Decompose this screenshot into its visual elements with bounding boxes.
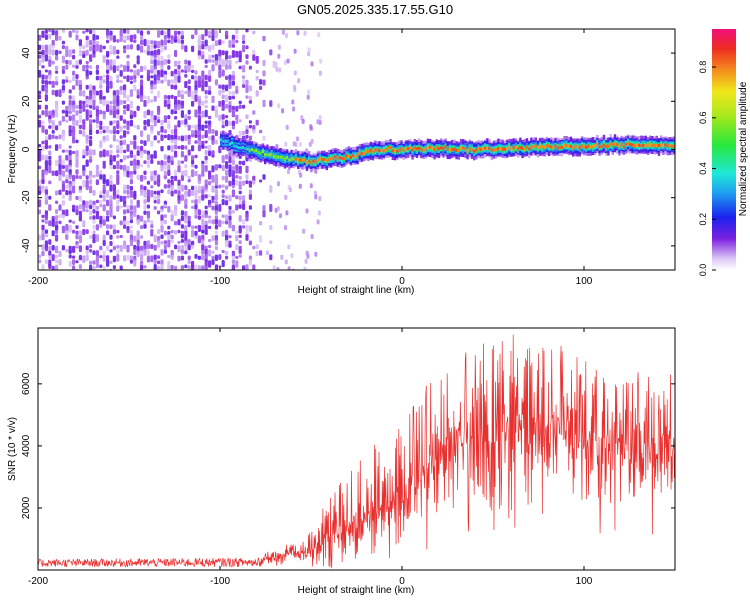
colorbar-tick-label: 0.8 <box>698 61 708 74</box>
colorbar-tick-label: 0.4 <box>698 162 708 175</box>
spectrogram-x-label: Height of straight line (km) <box>298 285 415 296</box>
spectrogram-image <box>38 29 675 270</box>
colorbar-tick-label: 0.6 <box>698 112 708 125</box>
spectrogram-y-tick-label: -40 <box>21 238 32 253</box>
snr-series-line <box>38 334 675 569</box>
snr-y-tick-label: 4000 <box>21 434 32 457</box>
colorbar-tick-label: 0.0 <box>698 264 708 277</box>
colorbar-label: Normalized spectral amplitude <box>738 81 749 216</box>
snr-y-tick-label: 6000 <box>21 372 32 395</box>
figure-title: GN05.2025.335.17.55.G10 <box>297 2 453 17</box>
snr-frame <box>37 327 676 571</box>
spectrogram-x-tick-label: 0 <box>399 276 405 287</box>
spectrogram-x-tick-label: 100 <box>576 276 593 287</box>
snr-y-label: SNR (10 * v/v) <box>7 417 18 481</box>
spectrogram-x-tick-label: -100 <box>210 276 230 287</box>
spectrogram-y-tick-label: 0 <box>21 146 32 152</box>
spectrogram-y-label: Frequency (Hz) <box>7 115 18 184</box>
spectrogram-y-tick-label: -20 <box>21 190 32 205</box>
spectrogram-y-tick-label: 40 <box>21 47 32 59</box>
snr-x-tick-label: 0 <box>399 576 405 587</box>
colorbar: 0.0 0.2 0.4 0.6 0.8 Normalized spectral ampl… <box>698 29 749 276</box>
snr-x-tick-label: -200 <box>28 576 48 587</box>
snr-x-tick-label: 100 <box>576 576 593 587</box>
snr-panel: -200 -100 0 100 2000 4000 6000 Height of stra… <box>7 327 676 596</box>
snr-y-tick-label: 2000 <box>21 496 32 519</box>
snr-x-label: Height of straight line (km) <box>298 585 415 596</box>
colorbar-tick-label: 0.2 <box>698 213 708 226</box>
spectrogram-x-tick-label: -200 <box>28 276 48 287</box>
colorbar-gradient <box>712 29 736 270</box>
spectrogram-y-tick-label: 20 <box>21 95 32 107</box>
snr-x-tick-label: -100 <box>210 576 230 587</box>
